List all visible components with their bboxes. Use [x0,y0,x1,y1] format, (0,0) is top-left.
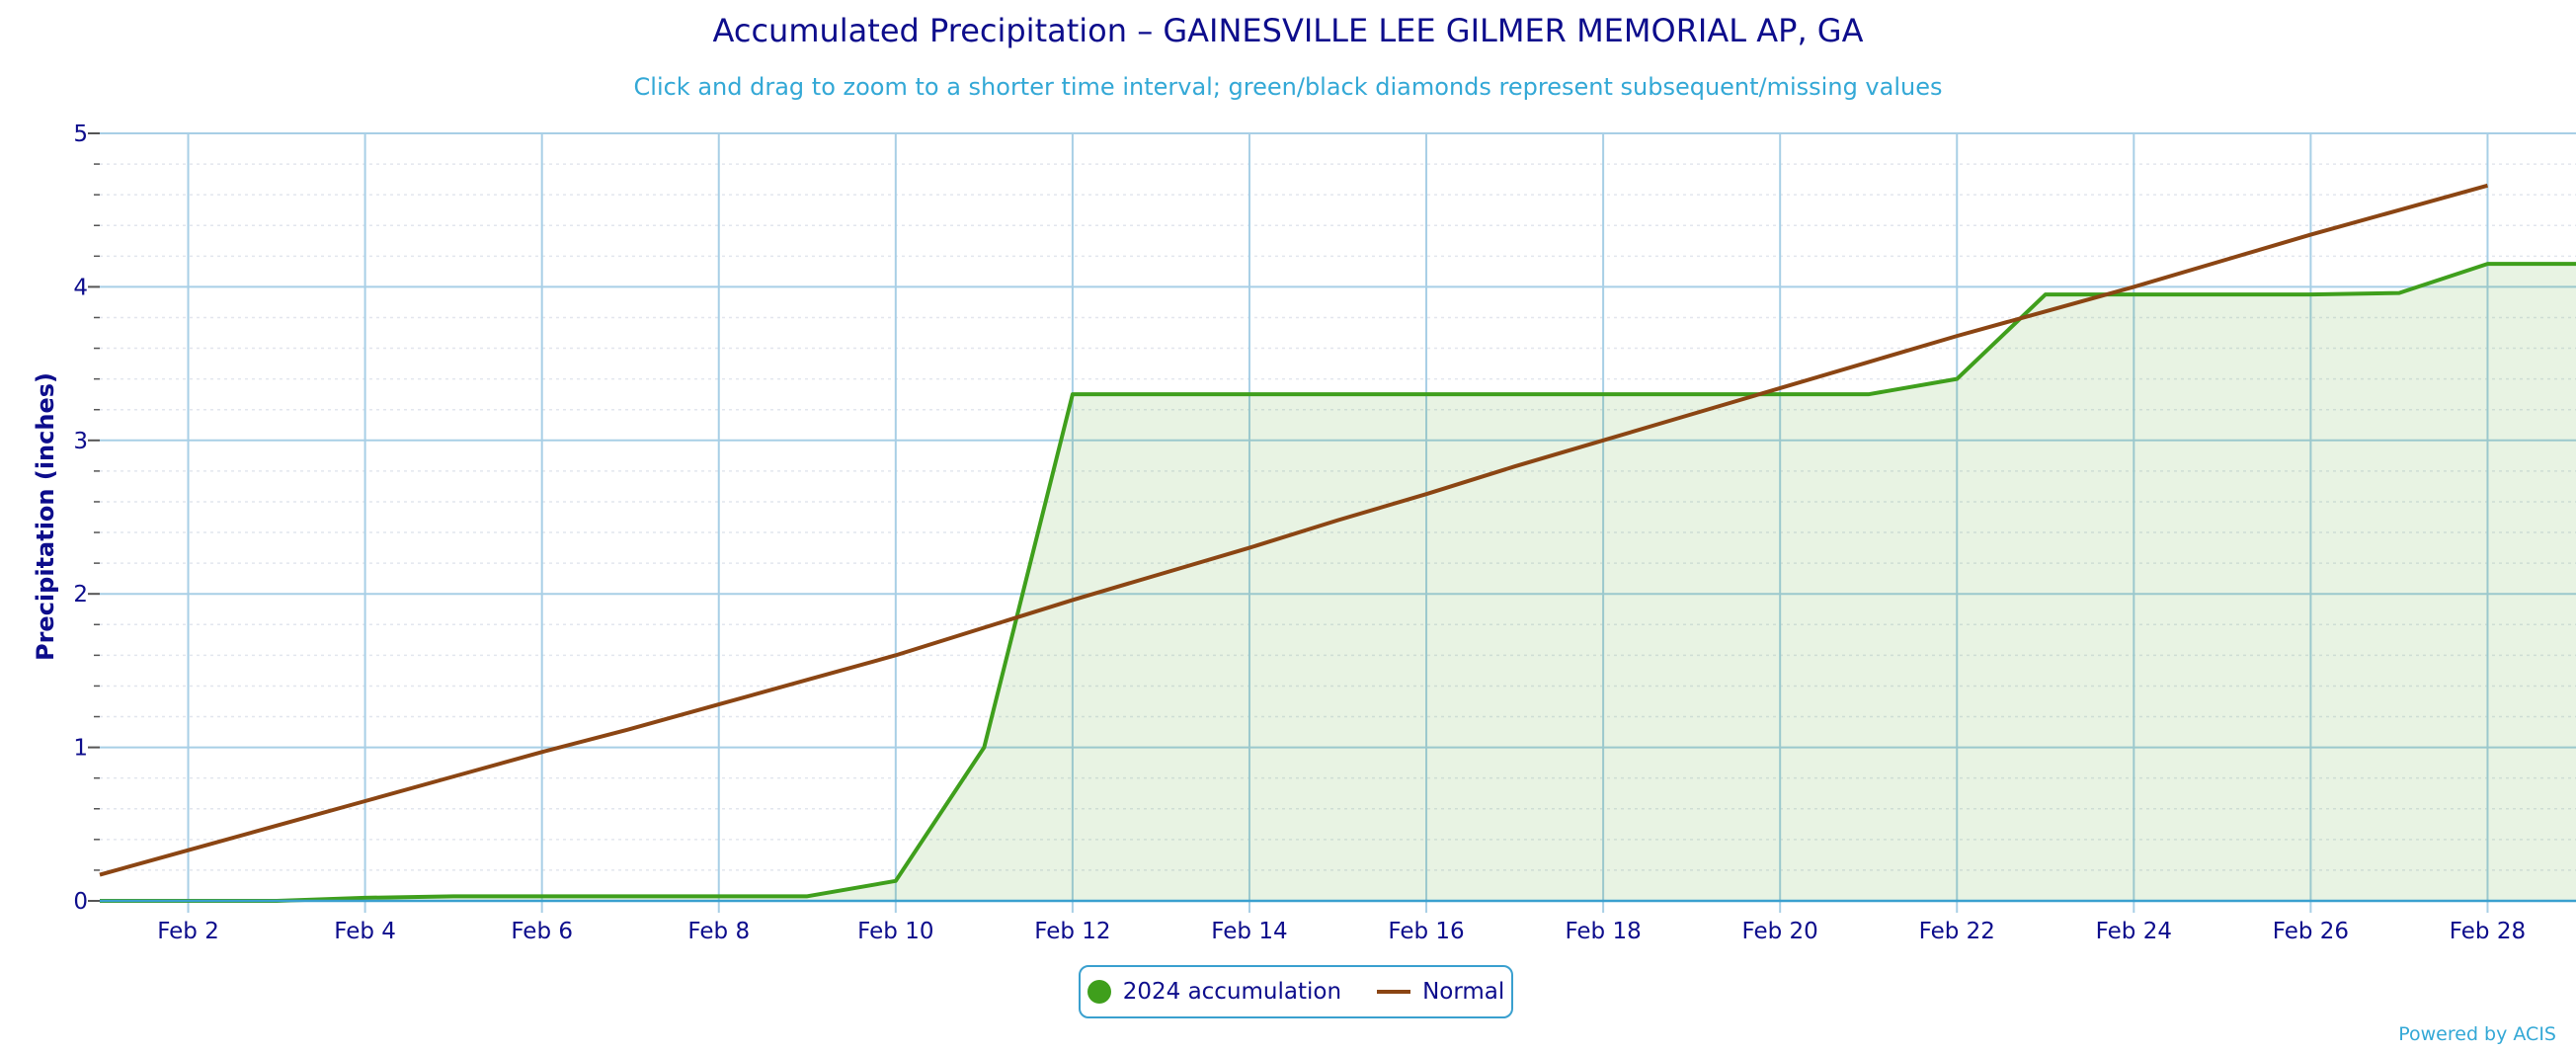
x-tick-label: Feb 26 [2273,919,2349,944]
legend: 2024 accumulation Normal [1079,965,1513,1018]
y-tick-label: 5 [73,122,88,147]
legend-item-2024-accumulation[interactable]: 2024 accumulation [1087,979,1341,1005]
y-tick-label: 3 [73,429,88,454]
x-tick-label: Feb 10 [857,919,933,944]
accumulation-line [100,262,2576,903]
x-tick-label: Feb 2 [157,919,219,944]
legend-item-normal[interactable]: Normal [1377,979,1504,1005]
legend-marker-2024 [1087,980,1111,1004]
legend-label-normal: Normal [1422,979,1505,1005]
x-tick-label: Feb 12 [1034,919,1110,944]
y-tick-label: 2 [73,582,88,608]
normal-line [99,183,2488,877]
credits-link[interactable]: Powered by ACIS [2398,1023,2556,1045]
x-tick-label: Feb 24 [2096,919,2172,944]
x-tick-label: Feb 20 [1742,919,1818,944]
chart-subtitle: Click and drag to zoom to a shorter time… [633,73,1943,101]
chart-title: Accumulated Precipitation – GAINESVILLE … [712,12,1864,49]
x-tick-label: Feb 14 [1211,919,1287,944]
y-tick-label: 4 [73,275,88,300]
x-tick-label: Feb 4 [334,919,396,944]
x-tick-label: Feb 18 [1565,919,1641,944]
x-tick-label: Feb 8 [687,919,750,944]
legend-marker-normal [1377,990,1411,994]
x-tick-label: Feb 6 [511,919,573,944]
accumulation-area [100,264,2576,902]
y-tick-label: 0 [73,889,88,915]
legend-label-2024: 2024 accumulation [1122,979,1342,1005]
x-tick-label: Feb 16 [1388,919,1464,944]
x-tick-label: Feb 28 [2450,919,2526,944]
x-tick-label: Feb 22 [1919,919,1995,944]
y-tick-label: 1 [73,736,88,762]
